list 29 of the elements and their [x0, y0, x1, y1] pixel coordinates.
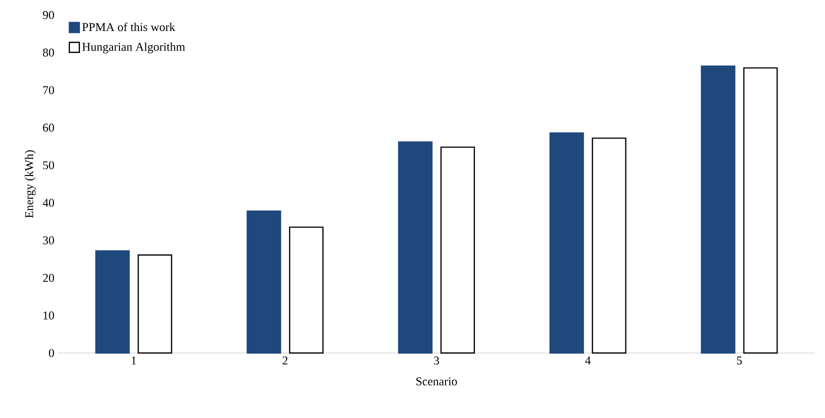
y-tick-label: 80 [42, 48, 54, 57]
x-tick-label: 4 [585, 356, 591, 364]
y-tick-label: 60 [43, 124, 54, 132]
x-tick-label: 5 [737, 356, 742, 364]
y-tick-label: 90 [42, 10, 54, 20]
y-tick-label: 50 [43, 161, 54, 170]
legend-label: Hungarian Algorithm [82, 42, 186, 54]
bar [398, 141, 433, 354]
y-tick-label: 20 [43, 274, 54, 282]
bar [440, 146, 475, 354]
y-tick-label: 40 [42, 198, 54, 207]
y-tick-label: 30 [43, 236, 54, 244]
bar [138, 254, 172, 354]
bar [592, 138, 626, 354]
bar [700, 65, 736, 354]
x-tick-label: 1 [132, 356, 136, 364]
y-tick-label: 0 [48, 348, 54, 358]
bar [549, 132, 584, 354]
y-axis-title: Energy (kWh) [24, 150, 36, 218]
y-tick-label: 70 [43, 86, 54, 94]
x-axis-title: Scenario [416, 377, 457, 386]
bar [289, 226, 324, 354]
y-tick-label: 10 [44, 311, 54, 320]
bar [743, 67, 778, 354]
x-tick-label: 3 [434, 356, 440, 365]
bar [95, 250, 130, 354]
legend-label: PPMA of this work [82, 22, 176, 32]
bar [246, 210, 282, 354]
x-tick-label: 2 [282, 356, 288, 364]
